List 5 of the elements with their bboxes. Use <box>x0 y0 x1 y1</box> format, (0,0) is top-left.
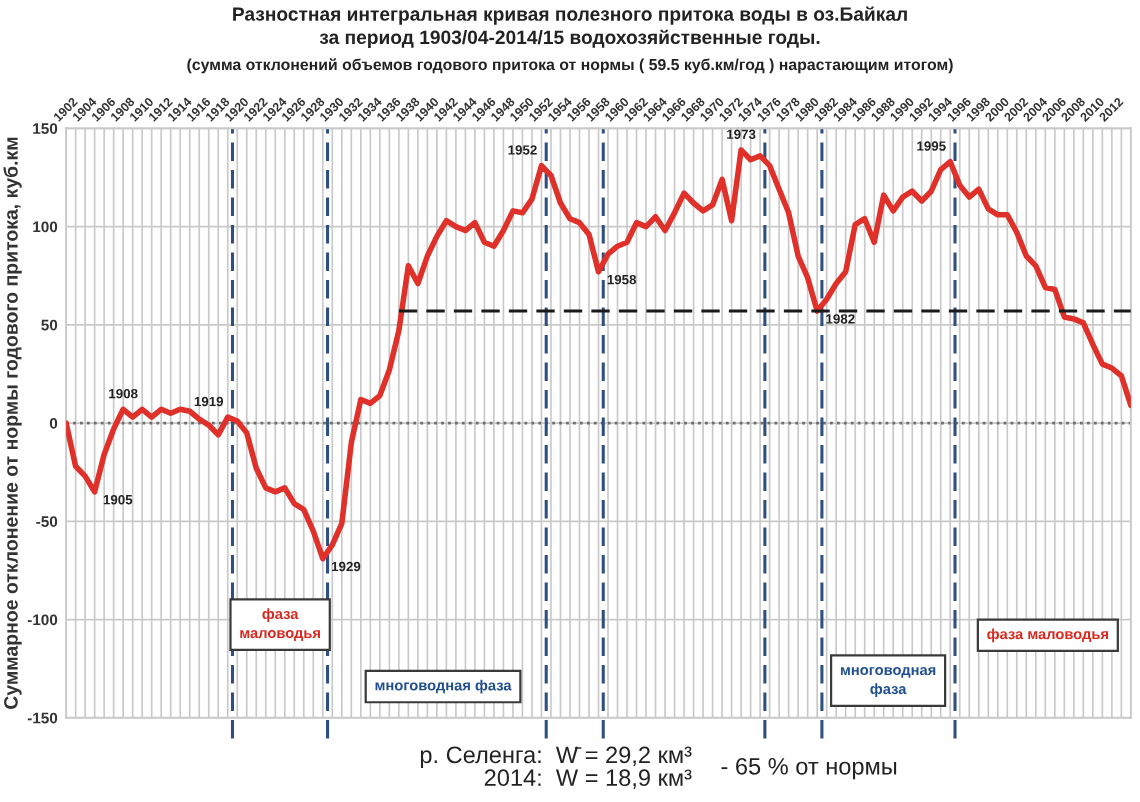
line-series <box>66 147 1131 562</box>
text: р. Селенга: W̄ = 29,2 км³ 2014: W = 18,9 км³ <box>420 746 692 789</box>
chart-title: Разностная интегральная кривая полезного притока воды в оз.Байкал за период 1903/04-2014/15 водохозяйственные годы. <box>233 6 907 48</box>
y-axis-title: Суммарное отклонение от нормы годового притока, куб.км <box>3 137 22 709</box>
text: - 65 % от нормы <box>721 757 897 780</box>
